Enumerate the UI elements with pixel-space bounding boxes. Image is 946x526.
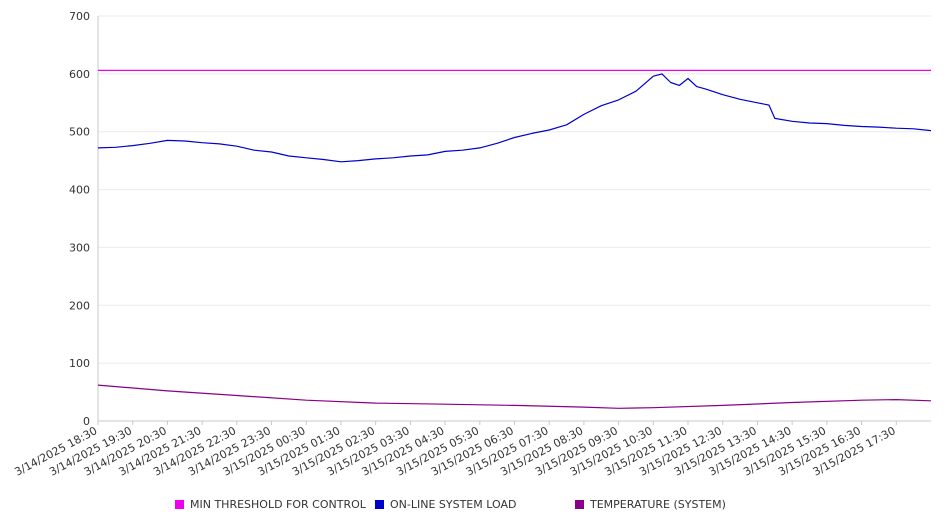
legend-label-min-threshold: MIN THRESHOLD FOR CONTROL	[190, 498, 366, 511]
axes	[97, 16, 931, 425]
y-tick-label: 500	[69, 126, 90, 139]
y-tick-label: 700	[69, 10, 90, 23]
y-tick-label: 400	[69, 184, 90, 197]
legend-item-system-load[interactable]: ON-LINE SYSTEM LOAD	[375, 498, 516, 511]
y-tick-label: 0	[83, 415, 90, 428]
series-line-on-line-system-load	[97, 73, 932, 163]
legend-swatch-temperature	[575, 500, 584, 509]
y-tick-label: 100	[69, 357, 90, 370]
gridlines	[98, 15, 931, 364]
y-tick-labels: 0 100 200 300 400 500 600 700	[69, 10, 90, 428]
legend-label-temperature: TEMPERATURE (SYSTEM)	[590, 498, 726, 511]
series-lines	[97, 69, 932, 409]
legend: MIN THRESHOLD FOR CONTROL ON-LINE SYSTEM…	[0, 496, 946, 516]
legend-swatch-system-load	[375, 500, 384, 509]
legend-swatch-min-threshold	[175, 500, 184, 509]
legend-item-temperature[interactable]: TEMPERATURE (SYSTEM)	[575, 498, 726, 511]
series-line-temperature-system	[97, 384, 932, 409]
y-tick-label: 200	[69, 299, 90, 312]
legend-label-system-load: ON-LINE SYSTEM LOAD	[390, 498, 517, 511]
y-tick-label: 300	[69, 241, 90, 254]
y-tick-label: 600	[69, 68, 90, 81]
x-tick-labels: 3/14/2025 18:303/14/2025 19:303/14/2025 …	[12, 424, 897, 478]
legend-item-min-threshold[interactable]: MIN THRESHOLD FOR CONTROL	[175, 498, 366, 511]
